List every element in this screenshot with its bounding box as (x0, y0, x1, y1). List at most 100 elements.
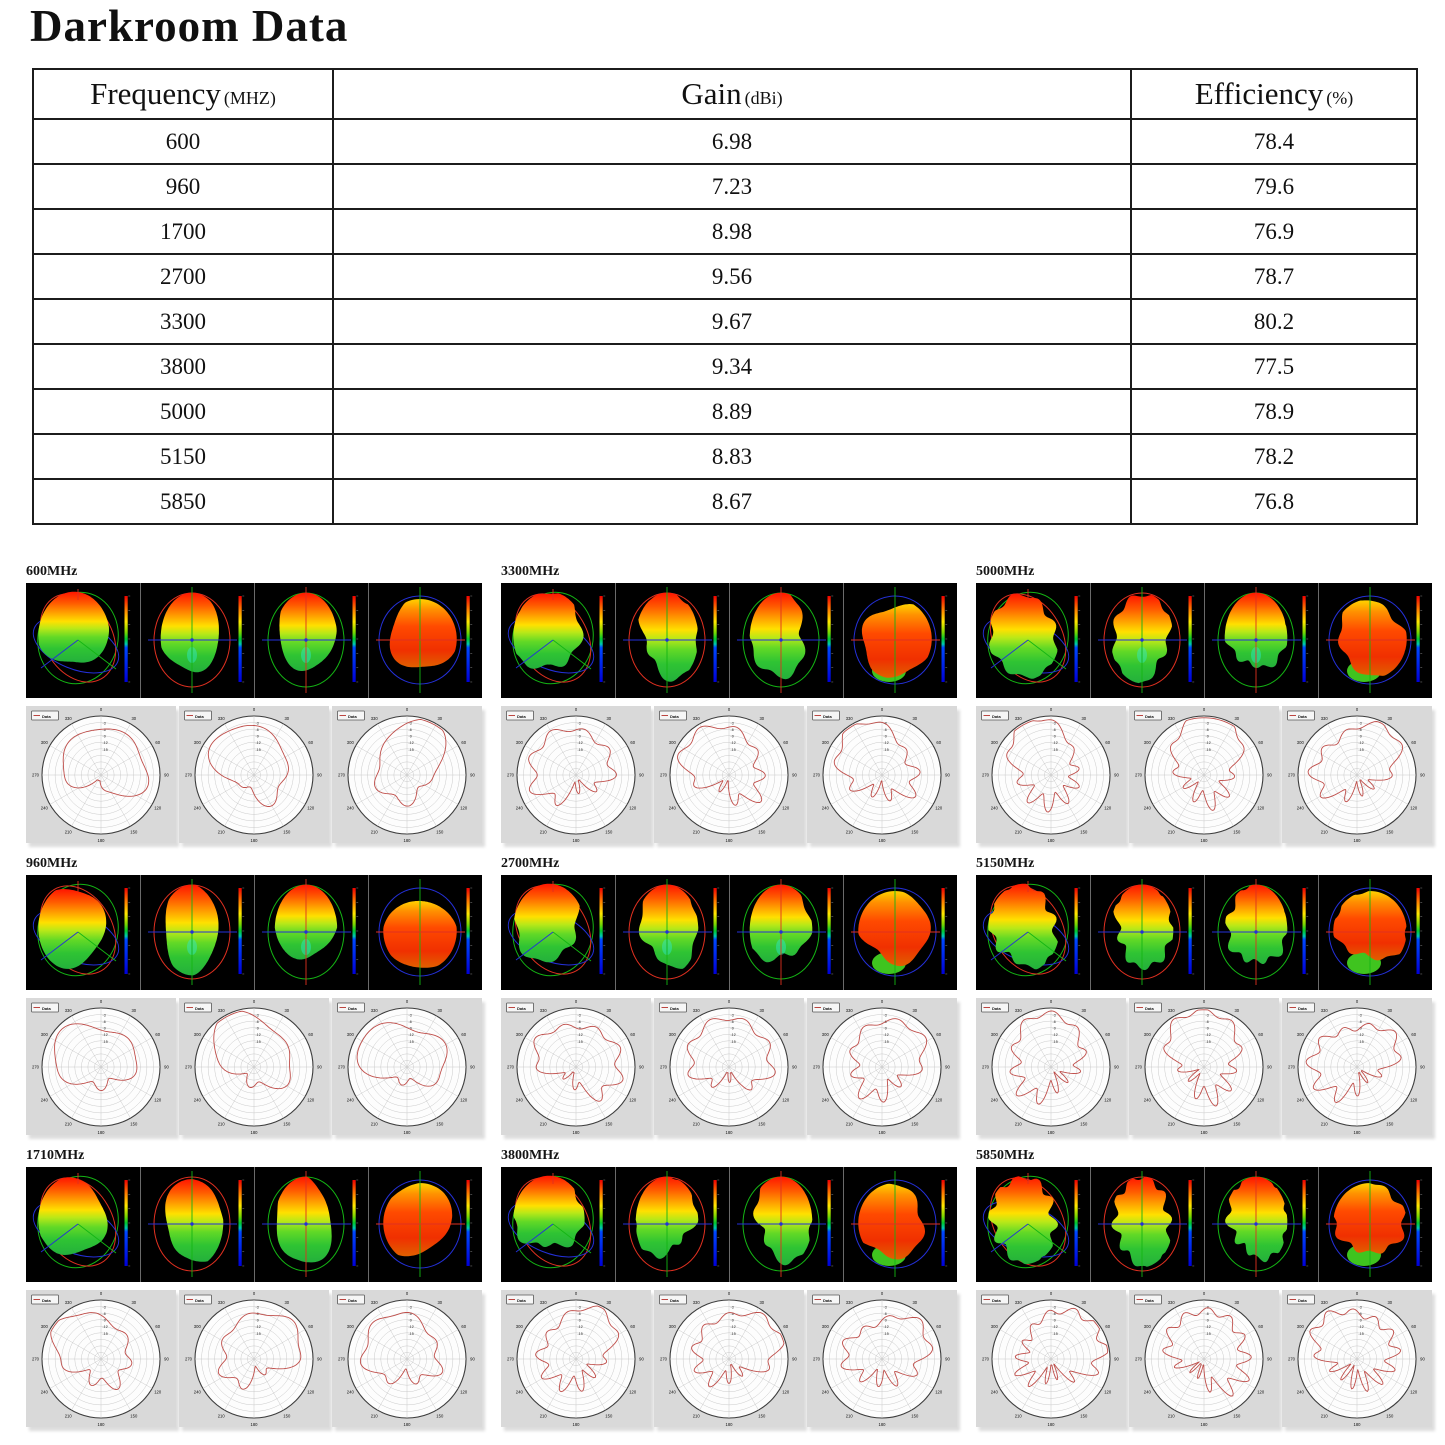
polar-spoke (699, 723, 730, 776)
angle-label: 210 (65, 1413, 73, 1418)
polar-spoke (202, 774, 255, 805)
polar-spoke (881, 1358, 912, 1411)
angle-label: 150 (283, 1413, 291, 1418)
panel-divider (1090, 583, 1091, 698)
legend-label: Data (1298, 714, 1307, 719)
colorbar (352, 596, 356, 682)
radiation-3d-view-2 (615, 1167, 729, 1282)
angle-label: 150 (605, 1413, 613, 1418)
angle-label: 30 (1387, 716, 1392, 721)
polar-spoke (377, 723, 408, 776)
polar-spoke (1050, 1066, 1081, 1119)
angle-label: 270 (982, 1357, 990, 1362)
polar-spoke (224, 1307, 255, 1360)
center-dot (304, 638, 308, 642)
angle-label: 240 (822, 1389, 830, 1394)
polar-spoke (677, 1066, 730, 1097)
angle-label: 270 (32, 773, 40, 778)
angle-label: 60 (308, 1032, 313, 1037)
angle-label: 300 (1297, 1324, 1305, 1329)
polar-spoke (1305, 745, 1358, 776)
table-row: 600 6.98 78.4 (32, 118, 1418, 165)
angle-label: 90 (470, 773, 475, 778)
legend-box (812, 710, 840, 721)
angle-label: 330 (693, 1300, 701, 1305)
polar-spoke (546, 1015, 577, 1068)
radial-label: -3 (1053, 1306, 1056, 1310)
angle-label: 240 (41, 1389, 49, 1394)
angle-label: 240 (347, 1097, 355, 1102)
angle-label: 330 (371, 1008, 379, 1013)
angle-label: 90 (792, 773, 797, 778)
angle-label: 240 (1297, 1389, 1305, 1394)
angle-label: 240 (1297, 805, 1305, 810)
angle-label: 330 (218, 1008, 226, 1013)
table-row: 3300 9.67 80.2 (32, 298, 1418, 345)
radial-label: -3 (103, 722, 106, 726)
angle-label: 330 (65, 1008, 73, 1013)
radiation-blob (988, 883, 1058, 970)
polar-spoke (1021, 1307, 1052, 1360)
angle-label: 270 (982, 773, 990, 778)
angle-label: 270 (1135, 1357, 1143, 1362)
polar-spoke (1356, 1329, 1409, 1360)
polar-spoke (253, 1358, 284, 1411)
axis-green (77, 639, 117, 670)
axis-blue (40, 1223, 79, 1253)
pattern-3d-strip (976, 583, 1432, 698)
polar-spoke (100, 774, 153, 805)
angle-label: 210 (693, 829, 701, 834)
angle-label: 30 (284, 716, 289, 721)
angle-label: 210 (846, 1121, 854, 1126)
axis-green (552, 931, 592, 962)
angle-label: 240 (1144, 805, 1152, 810)
angle-label: 120 (460, 1389, 468, 1394)
angle-label: 300 (516, 1032, 524, 1037)
efficiency-cell: 80.2 (1130, 298, 1418, 345)
panel-divider (729, 583, 730, 698)
colorbar (1416, 888, 1420, 974)
pattern-polar-strip: 0 30 60 90 120 150 180 210 240 270 300 330 -3 -6 -9 -12… (501, 706, 957, 843)
angle-label: 90 (1114, 1357, 1119, 1362)
pattern-group-5000MHz: 5000MHz 0 30 60 90 120 150 180 210 240 270 300 330 -3… (976, 561, 1432, 843)
legend-box (812, 1294, 840, 1305)
angle-label: 180 (573, 838, 581, 843)
polar-spoke (1050, 1015, 1081, 1068)
panel-divider (1204, 1167, 1205, 1282)
angle-label: 120 (154, 1097, 162, 1102)
angle-label: 330 (218, 1300, 226, 1305)
radial-label: -6 (884, 728, 887, 732)
colorbar (1416, 596, 1420, 682)
angle-label: 150 (911, 1121, 919, 1126)
radiation-3d-view-2 (1090, 875, 1204, 990)
radial-label: -15 (884, 748, 889, 752)
pattern-polar-strip: 0 30 60 90 120 150 180 210 240 270 300 330 -3 -6 -9 -12… (26, 706, 482, 843)
panel-divider (1318, 875, 1319, 990)
center-dot (304, 930, 308, 934)
radiation-blob (276, 1176, 332, 1263)
radial-label: -15 (1359, 1040, 1364, 1044)
polar-plot-3: 0 30 60 90 120 150 180 210 240 270 300 330 -3 -6 -9 -12… (332, 1290, 482, 1427)
angle-label: 330 (1321, 1008, 1329, 1013)
angle-label: 30 (437, 716, 442, 721)
angle-label: 120 (782, 1097, 790, 1102)
polar-spoke (71, 774, 102, 827)
legend-box (337, 1294, 365, 1305)
radial-label: -3 (731, 1306, 734, 1310)
polar-spoke (1356, 1358, 1387, 1411)
angle-label: 120 (1410, 1389, 1418, 1394)
colorbar (1188, 888, 1192, 974)
col-header-frequency: Frequency (MHZ) (32, 68, 334, 120)
polar-spoke (1021, 1015, 1052, 1068)
angle-label: 270 (507, 773, 515, 778)
polar-spoke (406, 1066, 437, 1119)
colorbar (941, 596, 945, 682)
angle-label: 240 (516, 1389, 524, 1394)
radiation-trace (533, 1023, 624, 1102)
angle-label: 120 (1257, 805, 1265, 810)
radial-label: -12 (1053, 1033, 1058, 1037)
angle-label: 120 (782, 805, 790, 810)
radiation-trace (1307, 721, 1404, 803)
angle-label: 150 (436, 1121, 444, 1126)
center-dot (779, 1222, 783, 1226)
